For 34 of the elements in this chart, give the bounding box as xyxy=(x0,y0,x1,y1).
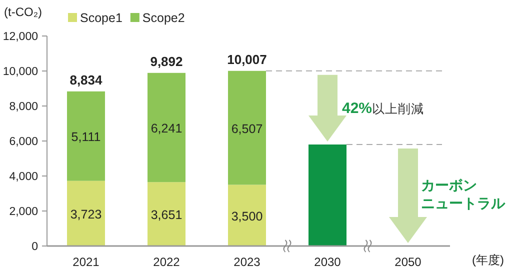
bar xyxy=(228,184,266,246)
x-tick-label: 2021 xyxy=(72,255,100,269)
bar xyxy=(67,180,105,246)
legend-label: Scope2 xyxy=(142,11,185,25)
bar xyxy=(308,144,346,246)
annotation: カーボンニュートラル xyxy=(421,177,506,211)
data-label: 3,651 xyxy=(150,208,182,222)
total-label: 8,834 xyxy=(70,72,104,88)
x-axis-title: (年度) xyxy=(472,253,504,267)
y-tick-label: 0 xyxy=(32,241,38,253)
data-label: 6,507 xyxy=(231,122,263,136)
y-tick-label: 8,000 xyxy=(9,101,38,113)
bar xyxy=(148,72,186,182)
x-tick-label: 2050 xyxy=(394,255,422,269)
data-label: 5,111 xyxy=(71,130,101,144)
data-label: 3,723 xyxy=(70,207,102,222)
x-tick-label: 2030 xyxy=(314,255,342,269)
y-axis-title: (t-CO₂) xyxy=(4,5,42,19)
y-tick-label: 12,000 xyxy=(2,31,38,43)
y-tick-label: 6,000 xyxy=(9,136,38,148)
data-label: 6,241 xyxy=(150,122,182,136)
data-label: 3,500 xyxy=(231,209,263,224)
y-tick-label: 4,000 xyxy=(9,171,38,183)
bar xyxy=(148,182,186,246)
total-label: 10,007 xyxy=(227,52,267,67)
y-tick-label: 2,000 xyxy=(9,206,38,218)
x-tick-label: 2023 xyxy=(234,255,261,269)
bar xyxy=(67,91,105,181)
bar xyxy=(228,70,266,185)
y-tick-label: 10,000 xyxy=(2,66,38,78)
x-tick-label: 2022 xyxy=(153,255,180,269)
total-label: 9,892 xyxy=(150,54,183,69)
annotation: 42%以上削減 xyxy=(342,100,424,117)
legend-label: Scope1 xyxy=(80,11,122,25)
